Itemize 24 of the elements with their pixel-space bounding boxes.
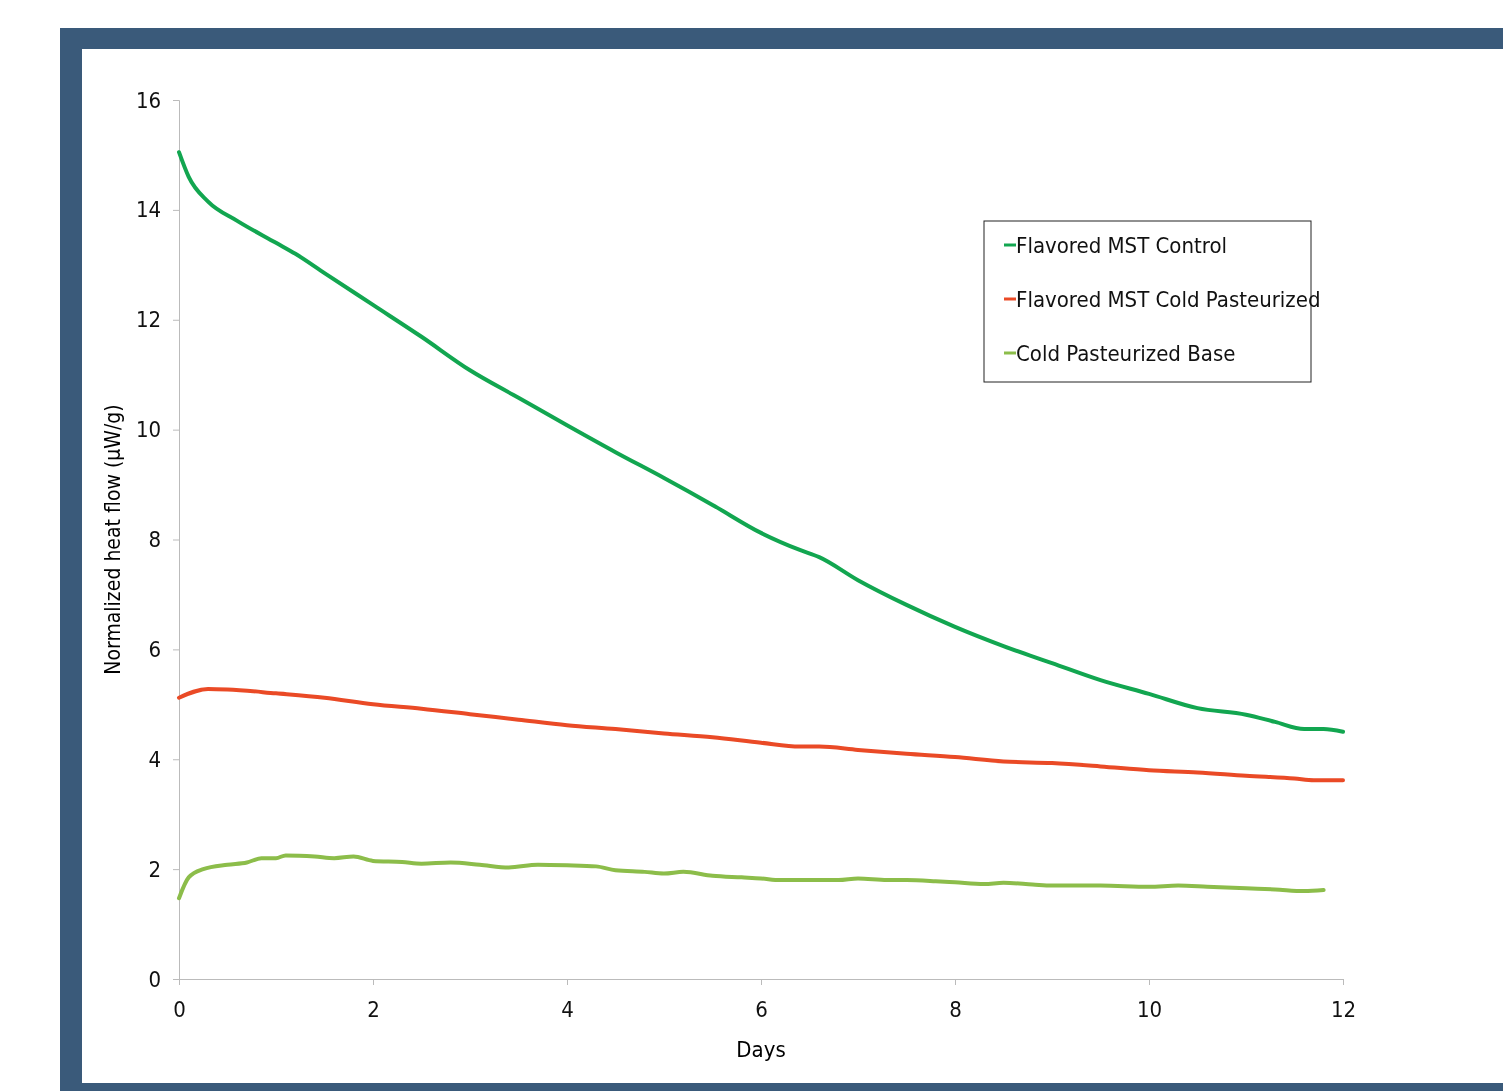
y-tick-label: 6 [148, 636, 162, 662]
line-series [177, 150, 1345, 734]
legend-label: Flavored MST Control [1016, 233, 1228, 258]
x-tick-label: 6 [755, 996, 768, 1022]
y-tick-label: 8 [148, 527, 162, 553]
x-tick-label: 2 [367, 996, 380, 1022]
x-tick-label: 0 [173, 996, 186, 1022]
x-tick-label: 12 [1330, 996, 1357, 1022]
x-axis-title: Days [736, 1037, 786, 1062]
legend-label: Cold Pasteurized Base [1016, 341, 1236, 366]
legend-label: Flavored MST Cold Pasteurized [1016, 287, 1321, 312]
y-tick-label: 10 [136, 417, 162, 443]
y-tick-label: 0 [148, 966, 162, 992]
y-tick-label: 4 [148, 746, 162, 772]
y-axis-title: Normalized heat flow (μW/g) [101, 404, 125, 675]
line-series [177, 853, 1326, 901]
x-tick-label: 8 [949, 996, 962, 1022]
line-series [177, 686, 1345, 783]
x-tick-label: 4 [561, 996, 574, 1022]
y-tick-label: 16 [136, 87, 162, 113]
y-tick-label: 12 [136, 307, 162, 333]
y-tick-label: 14 [136, 197, 162, 223]
y-tick-label: 2 [148, 856, 162, 882]
x-tick-label: 10 [1136, 996, 1163, 1022]
